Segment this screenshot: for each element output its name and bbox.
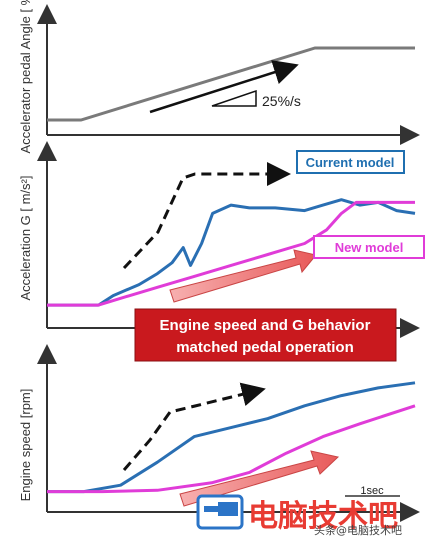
engine-ylabel: Engine speed [rpm] (18, 389, 33, 502)
engine-series-current-model (47, 381, 416, 494)
legend-current-box (296, 150, 405, 174)
pedal-rate-arrow (149, 60, 299, 114)
engine-scale-label: 1sec (360, 485, 384, 497)
pedal-rate-label: 25%/s (262, 93, 301, 109)
callout-line2: matched pedal operation (176, 339, 354, 356)
accel-ylabel: Acceleration G [ m/s²] (18, 176, 33, 301)
engine-series-new-model (47, 404, 416, 494)
watermark-text: 电脑技术吧 (248, 499, 398, 534)
pedal-slope-triangle (211, 89, 257, 107)
watermark: 电脑技术吧 头条@电脑技术吧 (196, 494, 402, 537)
accel-series-group (47, 198, 416, 307)
legend-current-label: Current model (306, 155, 395, 170)
pedal-ylabel: Accelerator pedal Angle [ % ] (18, 0, 33, 153)
panel-engine-speed: Engine speed [rpm] 1sec (18, 344, 420, 522)
legend-new-box (313, 235, 425, 259)
panel-pedal: Accelerator pedal Angle [ % ] 25%/s (18, 0, 420, 153)
callout-line1: Engine speed and G behavior (160, 317, 371, 334)
watermark-small: 头条@电脑技术吧 (314, 523, 402, 537)
accel-series-current-model (47, 198, 416, 307)
watermark-logo-icon (196, 494, 244, 530)
engine-series-group (47, 381, 416, 494)
panel-acceleration: Acceleration G [ m/s²] Current model New… (18, 141, 425, 338)
accel-dashed-arrow (122, 162, 291, 270)
accel-red-arrow (169, 249, 317, 303)
pedal-series-line (47, 46, 415, 122)
accel-series-new-model (47, 200, 415, 307)
legend-new-label: New model (335, 240, 404, 255)
engine-dashed-arrow (122, 382, 266, 471)
callout-banner: Engine speed and G behavior matched peda… (134, 308, 397, 362)
